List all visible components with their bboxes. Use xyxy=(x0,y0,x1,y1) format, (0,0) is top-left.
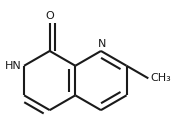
Text: CH₃: CH₃ xyxy=(151,73,171,83)
Text: N: N xyxy=(98,39,106,49)
Text: HN: HN xyxy=(5,61,22,71)
Text: O: O xyxy=(45,11,54,21)
